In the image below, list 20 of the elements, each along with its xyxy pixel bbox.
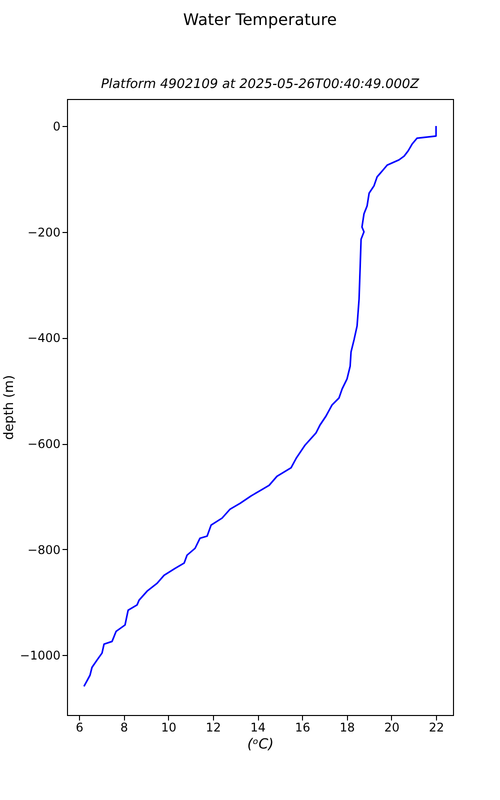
y-tick-label: −800 xyxy=(28,542,60,557)
x-tick-label: 14 xyxy=(250,720,266,734)
y-tick-label: −200 xyxy=(28,225,60,240)
x-tick-label: 8 xyxy=(120,720,128,734)
y-tick-label: −600 xyxy=(28,437,60,452)
line-series xyxy=(83,125,437,688)
chart-title: Water Temperature xyxy=(183,10,337,29)
y-tick-label: −400 xyxy=(28,331,60,346)
x-tick-label: 12 xyxy=(206,720,222,734)
chart-subtitle: Platform 4902109 at 2025-05-26T00:40:49.000Z xyxy=(100,77,420,92)
y-tick-label: −1000 xyxy=(20,648,60,663)
x-tick-label: 20 xyxy=(384,720,400,734)
x-tick-label: 22 xyxy=(428,720,444,734)
x-axis-title: (ᵒC) xyxy=(247,736,274,752)
x-tick-label: 18 xyxy=(340,720,355,734)
x-tick-label: 6 xyxy=(76,720,84,734)
y-tick-label: 0 xyxy=(52,119,60,134)
x-tick-label: 10 xyxy=(161,720,176,734)
y-axis-title: depth (m) xyxy=(2,375,17,440)
x-tick-label: 16 xyxy=(295,720,310,734)
